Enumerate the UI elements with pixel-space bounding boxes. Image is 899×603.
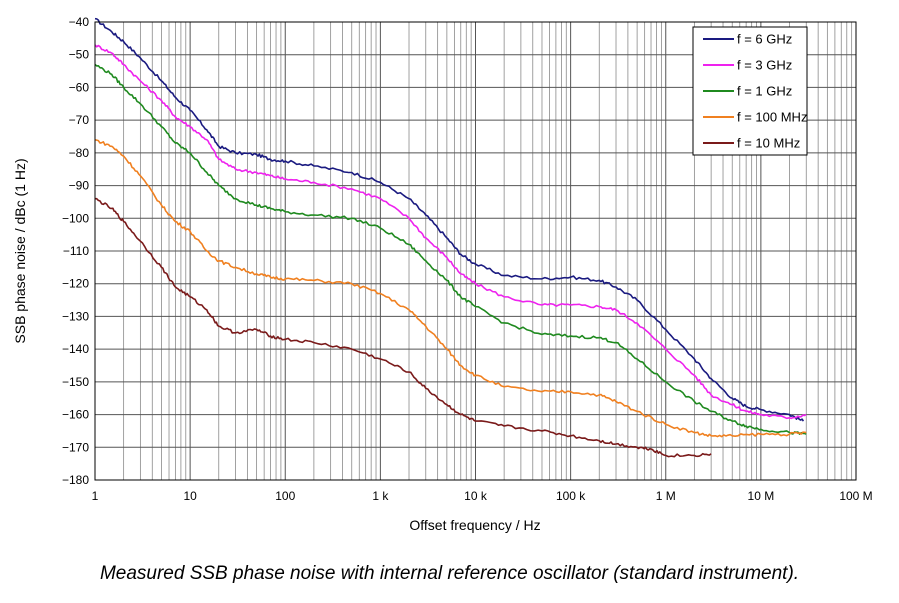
y-tick-label: −70 <box>69 113 90 127</box>
y-tick-labels: −40 −50 −60 −70 −80 −90 −100 −110 −120 −130 −140 −1… <box>62 15 89 487</box>
legend: f = 6 GHz f = 3 GHz f = 1 GHz f = 100 MHz f … <box>692 26 808 156</box>
series-line-f-100-mhz <box>94 138 807 438</box>
legend-label: f = 1 GHz <box>737 84 792 99</box>
legend-label: f = 10 MHz <box>737 136 800 151</box>
x-tick-label: 1 <box>92 489 99 503</box>
y-axis-label: SSB phase noise / dBc (1 Hz) <box>12 158 28 343</box>
y-tick-label: −100 <box>62 211 89 225</box>
y-tick-label: −120 <box>62 277 89 291</box>
plot-frame <box>94 21 857 481</box>
series-line-f-3-ghz <box>94 44 807 420</box>
series-line-f-1-ghz <box>94 63 807 435</box>
y-tick-label: −180 <box>62 473 89 487</box>
x-tick-label: 100 k <box>556 489 586 503</box>
y-tick-label: −130 <box>62 309 89 323</box>
phase-noise-chart: −40 −50 −60 −70 −80 −90 −100 −110 −120 −130 −140 −1… <box>12 15 873 533</box>
y-tick-label: −60 <box>69 80 90 94</box>
legend-label: f = 3 GHz <box>737 58 792 73</box>
y-tick-label: −140 <box>62 342 89 356</box>
y-tick-label: −160 <box>62 408 89 422</box>
x-tick-label: 100 <box>275 489 295 503</box>
y-tick-label: −110 <box>63 244 89 258</box>
y-tick-label: −150 <box>62 375 89 389</box>
y-tick-label: −50 <box>69 48 90 62</box>
legend-label: f = 6 GHz <box>737 32 792 47</box>
x-axis-label: Offset frequency / Hz <box>409 517 540 533</box>
x-tick-label: 1 k <box>372 489 389 503</box>
x-tick-labels: 1 10 100 1 k 10 k 100 k 1 M 10 M 100 M <box>92 489 873 503</box>
x-tick-label: 10 M <box>748 489 775 503</box>
figure-caption: Measured SSB phase noise with internal r… <box>99 563 800 584</box>
y-tick-label: −90 <box>69 179 90 193</box>
x-tick-label: 100 M <box>839 489 872 503</box>
x-tick-label: 10 k <box>464 489 488 503</box>
y-tick-label: −170 <box>62 440 89 454</box>
y-tick-label: −80 <box>69 146 90 160</box>
series-line-f-6-ghz <box>94 17 805 422</box>
legend-label: f = 100 MHz <box>737 110 807 125</box>
y-tick-label: −40 <box>69 15 90 29</box>
series-line-f-10-mhz <box>95 197 712 458</box>
x-tick-label: 10 <box>183 489 197 503</box>
x-tick-label: 1 M <box>656 489 676 503</box>
series-layer <box>94 17 807 458</box>
